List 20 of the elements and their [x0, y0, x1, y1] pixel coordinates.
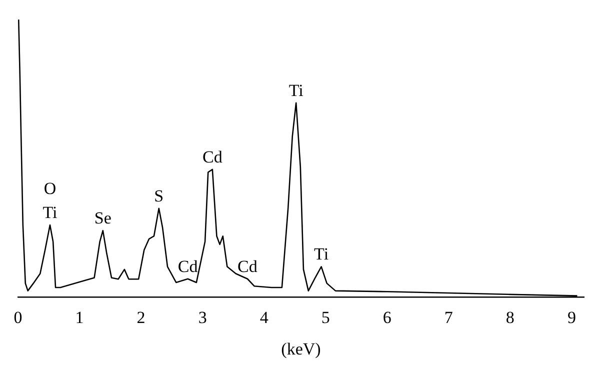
x-tick-label: 9: [567, 308, 576, 327]
annotation: Ti: [42, 202, 58, 222]
annotation: Cd: [178, 256, 198, 276]
annotation: Ti: [288, 80, 304, 100]
x-tick-label: 3: [198, 308, 207, 327]
annotation: Cd: [202, 147, 223, 166]
x-tick-label: 7: [444, 308, 454, 327]
annotation: S: [154, 186, 164, 206]
x-tick-label: 0: [14, 308, 22, 327]
annotation: Cd: [238, 256, 258, 276]
annotation: Se: [94, 208, 112, 228]
x-tick-label: 2: [136, 308, 146, 327]
x-tick-label: 5: [321, 308, 330, 327]
x-tick-label: 4: [260, 308, 269, 327]
annotation: Ti: [314, 244, 329, 264]
annotation: O: [44, 178, 56, 198]
x-tick-label: 8: [506, 308, 514, 327]
x-axis-title: (keV): [281, 339, 321, 358]
x-tick-label: 6: [382, 308, 392, 327]
x-tick-label: 1: [75, 308, 84, 327]
